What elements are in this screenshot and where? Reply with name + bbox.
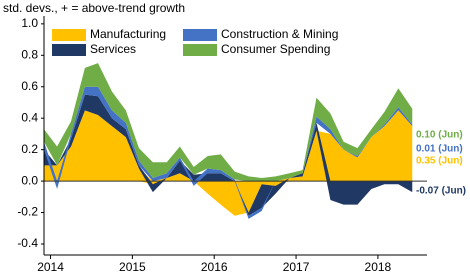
area: [44, 63, 413, 182]
legend-label: Services: [90, 42, 136, 56]
end-label: -0.07 (Jun): [416, 186, 466, 197]
x-tick-label: 2018: [365, 260, 392, 274]
y-tick-label: 0.8: [21, 47, 38, 61]
x-tick-label: 2016: [201, 260, 228, 274]
legend-swatch: [52, 29, 86, 41]
y-tick-label: -0.2: [17, 205, 38, 219]
legend-swatch: [183, 29, 217, 41]
y-tick-label: 0.4: [21, 110, 38, 124]
x-tick-label: 2015: [119, 260, 146, 274]
area: [44, 110, 413, 216]
legend-swatch: [183, 44, 217, 56]
y-axis-label: std. devs., + = above-trend growth: [3, 1, 185, 15]
y-tick-label: -0.4: [17, 236, 38, 250]
y-tick-label: 1.0: [21, 16, 38, 30]
legend-swatch: [52, 44, 86, 56]
x-tick-label: 2017: [283, 260, 310, 274]
end-label: 0.35 (Jun): [416, 156, 463, 167]
end-label: 0.01 (Jun): [416, 144, 463, 155]
legend-label: Consumer Spending: [221, 42, 330, 56]
end-label: 0.10 (Jun): [416, 130, 463, 141]
legend-label: Manufacturing: [90, 27, 166, 41]
y-tick-label: 0.2: [21, 142, 38, 156]
x-tick-label: 2014: [37, 260, 64, 274]
y-tick-label: 0.6: [21, 79, 38, 93]
y-tick-label: 0.0: [21, 173, 38, 187]
legend-label: Construction & Mining: [221, 27, 338, 41]
